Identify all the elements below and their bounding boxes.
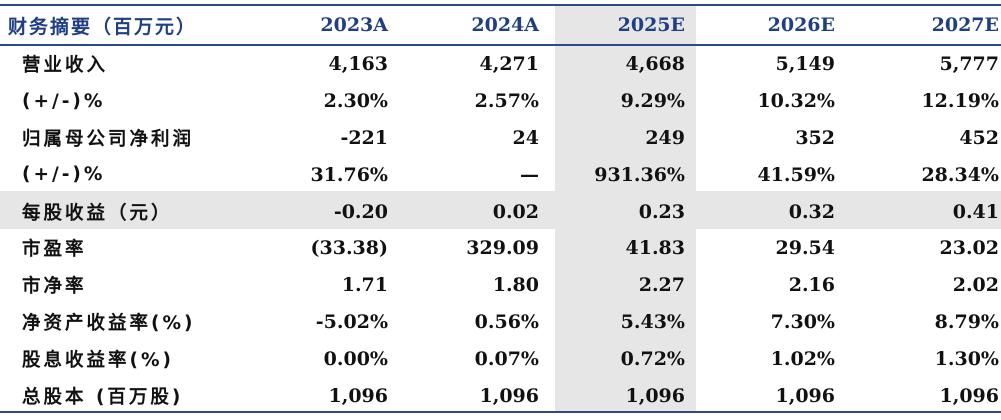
table-cell: -0.20 bbox=[333, 200, 388, 223]
table-cell: 329.09 bbox=[466, 237, 539, 260]
table-cell: 2.30% bbox=[323, 90, 388, 113]
table-cell: -221 bbox=[340, 126, 388, 149]
row-label: 股息收益率(%) bbox=[22, 349, 174, 371]
table-cell: 1,096 bbox=[328, 384, 389, 407]
table-cell: 12.19% bbox=[921, 90, 999, 113]
row-label: 总股本 (百万股) bbox=[22, 386, 184, 408]
table-cell: 0.32 bbox=[788, 200, 835, 223]
table-row: 净资产收益率(%) -5.02% 0.56% 5.43% 7.30% 8.79% bbox=[0, 304, 1001, 341]
table-cell: 4,668 bbox=[625, 53, 686, 76]
financial-summary-table: 财务摘要（百万元） 2023A 2024A 2025E 2026E 2027E … bbox=[0, 6, 1001, 414]
row-label: 每股收益（元） bbox=[22, 202, 173, 224]
table-row: 总股本 (百万股) 1,096 1,096 1,096 1,096 1,096 bbox=[0, 377, 1001, 414]
table-cell: 41.59% bbox=[757, 163, 835, 186]
table-cell: 452 bbox=[959, 126, 999, 149]
table-cell: 1.71 bbox=[341, 274, 388, 297]
row-label: 营业收入 bbox=[22, 55, 109, 77]
table-cell: 2.27 bbox=[638, 274, 685, 297]
table-cell: 1.30% bbox=[934, 347, 999, 370]
table-cell: 1,096 bbox=[939, 384, 1000, 407]
table-cell: 4,163 bbox=[328, 53, 389, 76]
table-cell: 5,149 bbox=[775, 53, 836, 76]
table-cell: 8.79% bbox=[934, 310, 999, 333]
table-cell: 2.16 bbox=[788, 274, 835, 297]
table-cell: 5.43% bbox=[620, 310, 685, 333]
year-header: 2023A bbox=[320, 14, 388, 36]
year-header: 2024A bbox=[471, 14, 539, 36]
table-cell: 249 bbox=[645, 126, 685, 149]
table-row: 每股收益（元） -0.20 0.02 0.23 0.32 0.41 bbox=[0, 193, 1001, 230]
table-cell: 0.02 bbox=[492, 200, 539, 223]
bottom-rule bbox=[0, 411, 1001, 413]
row-label: 归属母公司净利润 bbox=[22, 128, 195, 150]
table-cell: 0.00% bbox=[323, 347, 388, 370]
table-cell: 31.76% bbox=[310, 163, 388, 186]
table-cell: 23.02 bbox=[939, 237, 1000, 260]
table-row: 市盈率 (33.38) 329.09 41.83 29.54 23.02 bbox=[0, 230, 1001, 267]
year-header: 2026E bbox=[767, 14, 835, 36]
table-cell: (33.38) bbox=[310, 237, 388, 260]
table-cell: 2.57% bbox=[474, 90, 539, 113]
table-cell: 9.29% bbox=[620, 90, 685, 113]
table-cell: 10.32% bbox=[757, 90, 835, 113]
table-row: 归属母公司净利润 -221 24 249 352 452 bbox=[0, 120, 1001, 157]
row-label: 净资产收益率(%) bbox=[22, 312, 196, 334]
year-header: 2027E bbox=[931, 14, 999, 36]
year-header: 2025E bbox=[617, 14, 685, 36]
row-label: (+/-)% bbox=[22, 164, 106, 186]
table-cell: 1,096 bbox=[479, 384, 540, 407]
table-cell: 0.56% bbox=[474, 310, 539, 333]
table-title: 财务摘要（百万元） bbox=[8, 15, 198, 38]
eps-row-highlight bbox=[0, 191, 1001, 229]
table-cell: 1.80 bbox=[492, 274, 539, 297]
table-row: (+/-)% 2.30% 2.57% 9.29% 10.32% 12.19% bbox=[0, 83, 1001, 120]
table-cell: 0.72% bbox=[620, 347, 685, 370]
table-cell: 5,777 bbox=[939, 53, 1000, 76]
table-cell: 0.23 bbox=[638, 200, 685, 223]
table-row: 股息收益率(%) 0.00% 0.07% 0.72% 1.02% 1.30% bbox=[0, 340, 1001, 377]
row-label: (+/-)% bbox=[22, 90, 106, 112]
table-cell: 0.07% bbox=[474, 347, 539, 370]
table-cell: — bbox=[520, 163, 539, 186]
table-cell: 29.54 bbox=[775, 237, 836, 260]
table-cell: 1.02% bbox=[770, 347, 835, 370]
table-cell: 931.36% bbox=[594, 163, 685, 186]
table-row: 市净率 1.71 1.80 2.27 2.16 2.02 bbox=[0, 267, 1001, 304]
table-cell: -5.02% bbox=[315, 310, 388, 333]
table-cell: 41.83 bbox=[625, 237, 686, 260]
table-cell: 4,271 bbox=[479, 53, 540, 76]
row-label: 市盈率 bbox=[22, 239, 87, 261]
row-label: 市净率 bbox=[22, 276, 87, 298]
table-cell: 2.02 bbox=[952, 274, 999, 297]
table-cell: 1,096 bbox=[775, 384, 836, 407]
table-row: 营业收入 4,163 4,271 4,668 5,149 5,777 bbox=[0, 44, 1001, 83]
top-rule bbox=[0, 4, 1001, 6]
table-cell: 7.30% bbox=[770, 310, 835, 333]
table-cell: 352 bbox=[795, 126, 835, 149]
table-cell: 28.34% bbox=[921, 163, 999, 186]
table-row: (+/-)% 31.76% — 931.36% 41.59% 28.34% bbox=[0, 156, 1001, 193]
header-row: 财务摘要（百万元） 2023A 2024A 2025E 2026E 2027E bbox=[0, 6, 1001, 44]
table-cell: 24 bbox=[512, 126, 539, 149]
header-rule bbox=[0, 44, 1001, 46]
table-cell: 1,096 bbox=[625, 384, 686, 407]
table-cell: 0.41 bbox=[952, 200, 999, 223]
